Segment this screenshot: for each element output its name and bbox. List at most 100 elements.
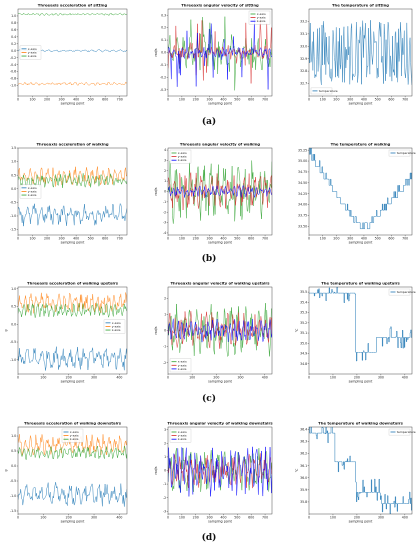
series-line-x-axis — [18, 346, 127, 371]
y-tick-label: 0.4 — [11, 35, 16, 39]
chart-title: Threeaxis acceleration of sitting — [38, 3, 108, 8]
x-tick-label: 0 — [308, 516, 310, 520]
x-tick-label: 400 — [220, 98, 226, 102]
plot-frame — [17, 426, 128, 515]
y-tick-label: 36.2 — [300, 452, 307, 456]
x-tick-label: 300 — [207, 237, 213, 241]
series-line-x-axis — [18, 202, 127, 227]
y-tick-label: -0.8 — [10, 77, 16, 81]
x-tick-label: 500 — [375, 98, 381, 102]
y-tick-label: 0.0 — [11, 464, 16, 468]
chart-panel-3: The temperature of sitting 0 100 200 300 400 5… — [300, 3, 413, 105]
legend-entry: y-axis — [178, 434, 187, 438]
x-tick-label: 0 — [167, 98, 169, 102]
y-tick-label: 35.1 — [300, 331, 307, 335]
chart-panel-2: Threeaxis angular velocity of sitting 0 10… — [154, 3, 273, 105]
x-tick-label: 700 — [117, 98, 123, 102]
y-tick-label: 33.50 — [298, 224, 307, 228]
x-tick-label: 500 — [234, 516, 240, 520]
series-lines — [309, 20, 412, 86]
legend-entry: y-axis — [28, 189, 37, 193]
chart-title: Threeaxis angular velocity of sitting — [181, 3, 259, 8]
legend-entry: z-axis — [70, 437, 79, 441]
chart-title: Threeaxis angular velocity of walking — [180, 142, 261, 147]
legend: temperature — [388, 149, 416, 157]
x-tick-label: 0 — [167, 516, 169, 520]
y-tick-label: 2 — [164, 441, 166, 445]
y-tick-label: 33.75 — [298, 214, 307, 218]
chart-title: Threeaxis acceleration of walking upstai… — [27, 281, 119, 286]
y-tick-label: 34.00 — [298, 203, 307, 207]
legend-entry: z-axis — [112, 328, 121, 332]
x-axis-label: sampling point — [349, 519, 373, 523]
chart-title: Threeaxis angular velocity of walking up… — [170, 281, 270, 286]
x-tick-label: 100 — [40, 376, 46, 380]
y-tick-label: 0.8 — [11, 21, 16, 25]
legend-entry: y-axis — [257, 16, 266, 20]
y-tick-label: -3 — [163, 509, 166, 513]
y-tick-label: 36.4 — [300, 428, 307, 432]
y-tick-label: 1.5 — [11, 146, 16, 150]
chart-title: The temperature of walking downstairs — [318, 421, 403, 426]
x-tick-label: 0 — [308, 237, 310, 241]
y-tick-label: -0.3 — [160, 88, 166, 92]
x-tick-label: 400 — [73, 98, 79, 102]
x-tick-label: 100 — [29, 98, 35, 102]
legend-entry: temperature — [397, 430, 416, 434]
x-tick-label: 100 — [40, 516, 46, 520]
y-tick-label: 0.3 — [161, 13, 166, 17]
x-tick-label: 200 — [333, 98, 339, 102]
x-axis-label: sampling point — [208, 519, 232, 523]
y-tick-label: -1.0 — [10, 214, 16, 218]
y-tick-label: -1 — [163, 482, 166, 486]
y-tick-label: 2 — [164, 169, 166, 173]
y-tick-label: 35.8 — [300, 500, 307, 504]
x-tick-label: 400 — [116, 376, 122, 380]
y-tick-label: 0 — [164, 469, 166, 473]
row-label-a: (a) — [201, 117, 217, 127]
x-tick-label: 100 — [330, 376, 336, 380]
chart-panel-4: Threeaxis acceleration of walking 0 100 200… — [10, 142, 128, 244]
y-tick-label: -1.0 — [10, 358, 16, 362]
series-line-temperature — [309, 427, 412, 514]
x-tick-label: 600 — [388, 237, 394, 241]
x-tick-label: 600 — [248, 98, 254, 102]
x-tick-label: 700 — [262, 516, 268, 520]
y-tick-label: -1 — [163, 345, 166, 349]
y-tick-label: 35.00 — [298, 159, 307, 163]
x-tick-label: 300 — [91, 376, 97, 380]
x-tick-label: 600 — [248, 516, 254, 520]
y-tick-label: -0.5 — [10, 200, 16, 204]
x-tick-label: 400 — [220, 237, 226, 241]
x-tick-label: 700 — [402, 98, 408, 102]
series-line-y-axis — [18, 166, 127, 187]
y-tick-label: 4 — [164, 148, 166, 152]
x-tick-label: 300 — [59, 98, 65, 102]
row-label-d: (d) — [201, 533, 217, 543]
y-tick-label: 34.8 — [300, 362, 307, 366]
y-tick-label: -1.5 — [10, 509, 16, 513]
series-lines — [18, 292, 127, 371]
chart-title: Threeaxis acceleration of walking downst… — [24, 421, 122, 426]
series-lines — [168, 16, 272, 91]
series-lines — [309, 148, 412, 230]
y-tick-label: 0.5 — [11, 173, 16, 177]
x-tick-label: 0 — [308, 376, 310, 380]
y-tick-label: 0.2 — [161, 26, 166, 30]
y-tick-label: -1 — [163, 200, 166, 204]
y-axis-label: °C — [295, 468, 299, 473]
row-label-c: (c) — [202, 394, 216, 404]
series-line-z-axis — [168, 318, 272, 343]
y-tick-label: 1 — [164, 179, 166, 183]
y-tick-label: 0.0 — [11, 322, 16, 326]
y-tick-label: 1.0 — [11, 160, 16, 164]
x-tick-label: 200 — [193, 98, 199, 102]
legend-entry: temperature — [319, 89, 338, 93]
y-tick-label: 36.3 — [300, 440, 307, 444]
y-tick-label: -0.5 — [10, 479, 16, 483]
y-axis-label: g — [4, 329, 8, 331]
